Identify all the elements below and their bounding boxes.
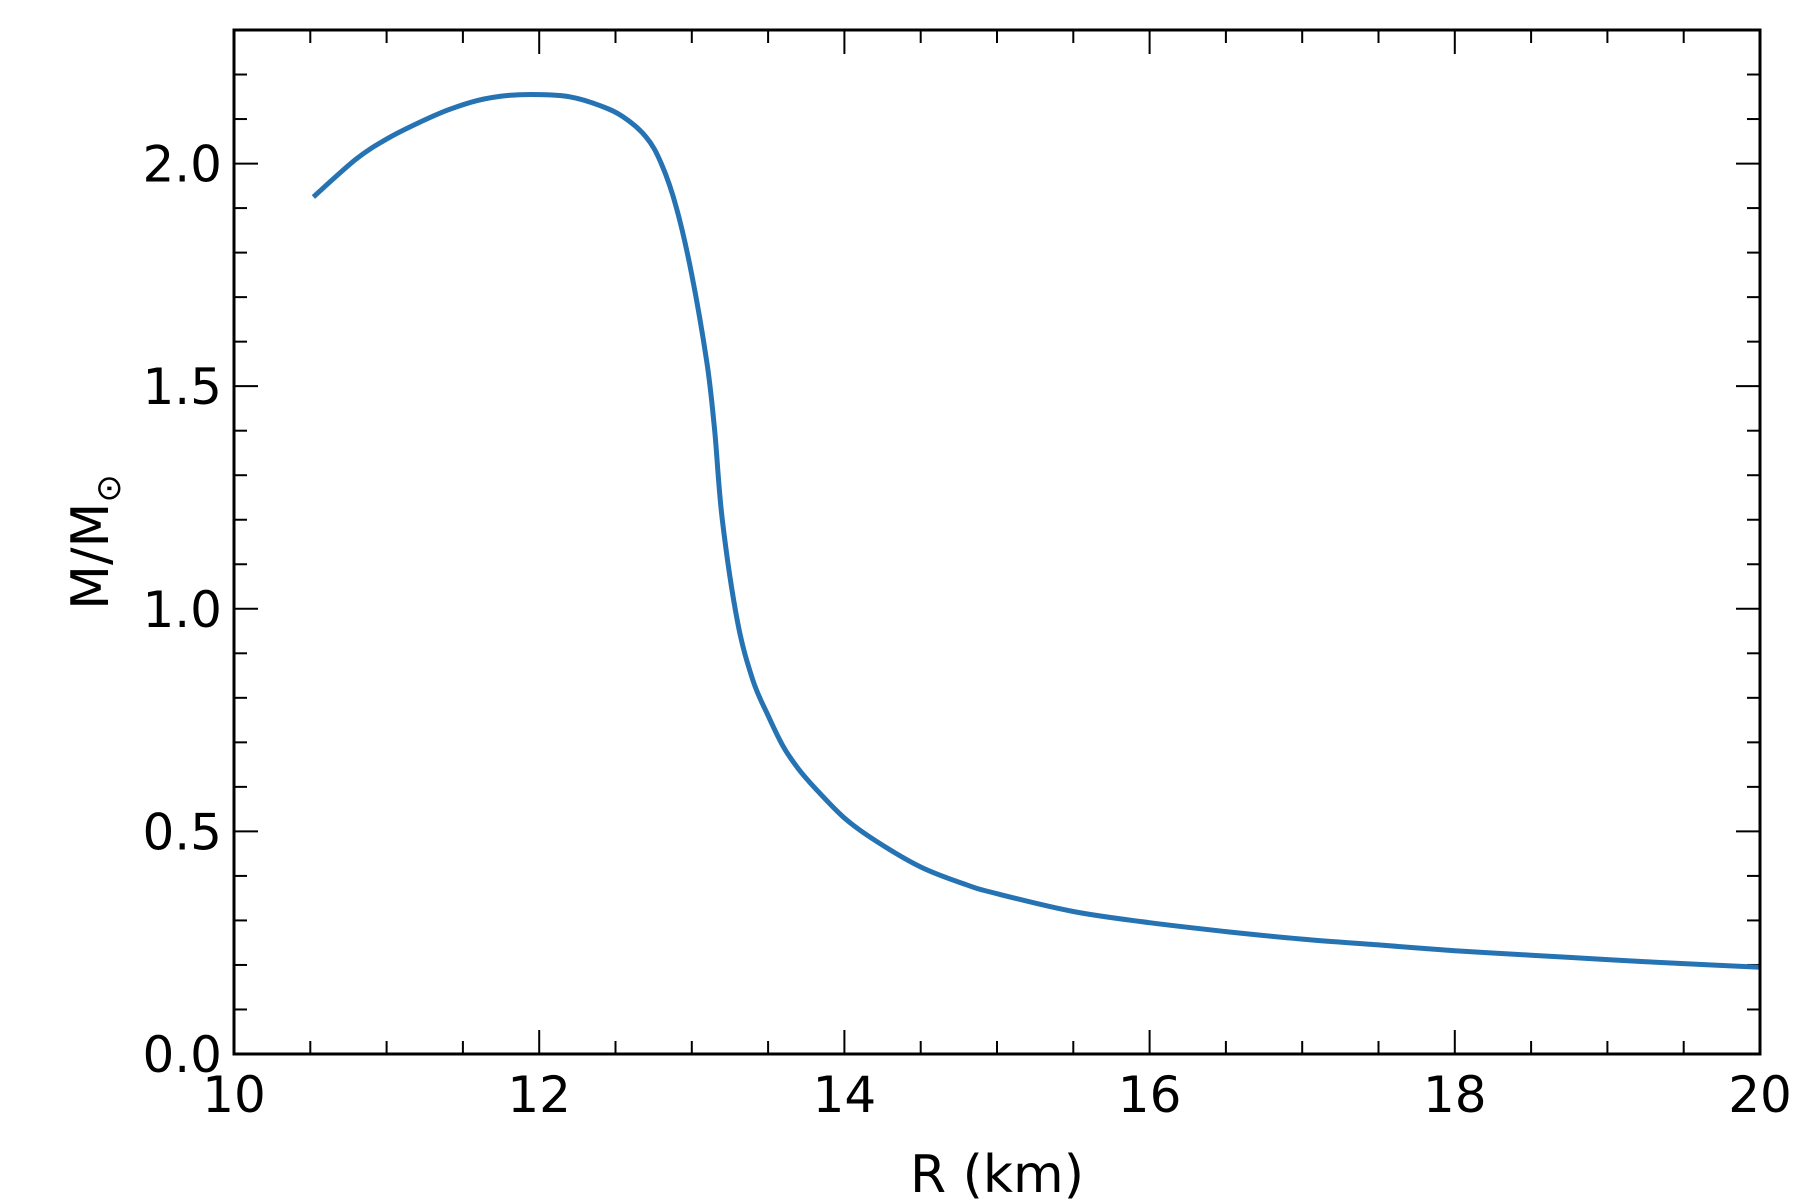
y-tick-label: 1.5 [142,358,222,416]
y-tick-label: 1.0 [142,581,222,639]
x-tick-label: 14 [813,1066,877,1124]
y-tick-label: 0.0 [142,1026,222,1084]
x-tick-label: 18 [1423,1066,1487,1124]
y-tick-label: 0.5 [142,803,222,861]
x-axis-label: R (km) [910,1145,1084,1200]
plot-frame [232,28,1762,1056]
y-axis-label-subscript: ⊙ [89,474,129,503]
x-tick-label: 12 [507,1066,571,1124]
y-tick-label: 2.0 [142,136,222,194]
tick-labels-layer: 10 12 14 16 18 20 0.0 0.5 1.0 1.5 2.0 [142,136,1791,1124]
x-tick-label: 10 [202,1066,266,1124]
y-axis-label-main: M/M [61,503,121,610]
ticks-layer [233,29,1761,1055]
x-tick-label: 20 [1728,1066,1792,1124]
y-axis-label: M/M⊙ [61,474,129,610]
series-layer [311,91,1761,970]
mass-radius-curve [311,91,1761,970]
x-tick-label: 16 [1118,1066,1182,1124]
